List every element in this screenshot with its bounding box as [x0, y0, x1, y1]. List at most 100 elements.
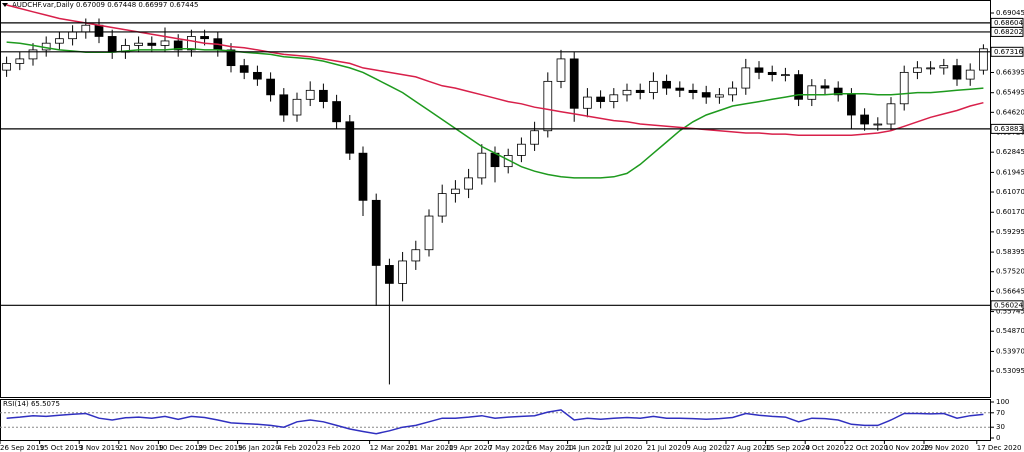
- candle-body: [147, 42, 157, 46]
- x-tick-label: 10 Dec 2019: [158, 444, 203, 452]
- rsi-line: [6, 409, 984, 435]
- candle-body: [662, 80, 671, 89]
- candle-body: [437, 193, 447, 217]
- y-tick-label: 0.66395: [996, 68, 1024, 76]
- y-tick-label: 100: [996, 398, 1009, 406]
- candle-body: [728, 87, 737, 96]
- x-tick-label: 27 Aug 2020: [726, 444, 771, 452]
- candle-body: [873, 123, 883, 126]
- y-tick-label: 0: [996, 434, 1000, 442]
- candle-body: [886, 103, 896, 125]
- x-tick-label: 12 Mar 2020: [370, 444, 414, 452]
- x-tick-label: 22 Oct 2020: [845, 444, 888, 452]
- x-tick-label: 21 Jul 2020: [647, 444, 687, 452]
- candle-body: [451, 188, 460, 195]
- candle-body: [649, 80, 658, 93]
- candle-body: [926, 67, 935, 70]
- level-label: 0.67316: [994, 48, 1023, 56]
- candle-body: [979, 48, 988, 71]
- y-tick-label: 0.53970: [996, 347, 1024, 355]
- candle-body: [332, 101, 341, 123]
- x-tick-label: 14 Jun 2020: [568, 444, 610, 452]
- candle-body: [371, 199, 381, 266]
- candle-body: [279, 94, 289, 116]
- x-tick-label: 26 May 2020: [528, 444, 574, 452]
- level-label: 0.63883: [994, 125, 1023, 133]
- candle-body: [503, 155, 513, 168]
- x-tick-label: 29 Dec 2019: [198, 444, 243, 452]
- x-tick-label: 3 Nov 2019: [79, 444, 119, 452]
- candle-body: [200, 36, 209, 40]
- x-tick-label: 23 Feb 2020: [317, 444, 361, 452]
- candle-body: [292, 98, 302, 116]
- level-label-box: [990, 26, 1024, 37]
- candle-body: [2, 62, 11, 71]
- candle-body: [741, 67, 751, 89]
- x-tick-label: 29 Nov 2020: [924, 444, 969, 452]
- x-tick-label: 15 Oct 2019: [40, 444, 83, 452]
- candle-body: [55, 38, 64, 44]
- y-tick-label: 0.69045: [996, 9, 1024, 17]
- candle-body: [965, 69, 975, 80]
- candle-body: [305, 89, 315, 100]
- y-tick-label: 0.60170: [996, 208, 1024, 216]
- title-arrow: [2, 3, 8, 7]
- y-tick-label: 70: [996, 409, 1005, 417]
- candle-body: [253, 71, 262, 80]
- y-tick-label: 30: [996, 423, 1005, 431]
- candle-body: [833, 87, 843, 96]
- candle-body: [226, 49, 236, 67]
- level-label-box: [990, 300, 1024, 311]
- y-tick-label: 0.59295: [996, 228, 1024, 236]
- candle-body: [530, 130, 539, 145]
- x-tick-label: 4 Feb 2020: [277, 444, 316, 452]
- y-tick-label: 0.58395: [996, 248, 1024, 256]
- x-tick-label: 2 Jul 2020: [607, 444, 642, 452]
- x-tick-label: 17 Dec 2020: [977, 444, 1022, 452]
- candle-body: [939, 65, 949, 69]
- rsi-title: RSI(14) 65.5075: [3, 400, 60, 408]
- y-tick-label: 0.54870: [996, 327, 1024, 335]
- x-tick-label: 7 May 2020: [488, 444, 529, 452]
- candle-body: [160, 40, 170, 46]
- y-tick-label: 0.56645: [996, 287, 1024, 295]
- candle-body: [820, 85, 830, 89]
- candle-body: [899, 71, 909, 105]
- candle-body: [913, 67, 922, 73]
- x-tick-label: 16 Jan 2020: [238, 444, 280, 452]
- candle-body: [794, 74, 803, 100]
- level-label-box: [990, 46, 1024, 57]
- candle-body: [107, 36, 117, 53]
- x-tick-label: 9 Aug 2020: [686, 444, 726, 452]
- candle-body: [94, 24, 104, 37]
- candle-body: [477, 152, 487, 179]
- candle-body: [556, 58, 566, 82]
- candle-body: [517, 143, 526, 156]
- main-frame: [0, 0, 991, 398]
- candle-body: [675, 87, 685, 91]
- level-label-box: [990, 123, 1024, 134]
- candle-body: [424, 215, 434, 251]
- y-tick-label: 0.62845: [996, 148, 1024, 156]
- candle-body: [134, 42, 143, 46]
- candle-body: [411, 249, 421, 262]
- candle-body: [688, 89, 698, 93]
- candle-body: [68, 31, 77, 40]
- candle-body: [464, 177, 473, 190]
- candle-body: [622, 89, 632, 96]
- candle-body: [569, 58, 579, 109]
- candle-body: [847, 94, 856, 116]
- y-tick-label: 0.53095: [996, 367, 1024, 375]
- candle-body: [345, 121, 355, 154]
- candle-body: [173, 40, 183, 51]
- y-tick-label: 0.64620: [996, 108, 1024, 116]
- candle-body: [15, 58, 25, 64]
- x-tick-label: 31 Mar 2020: [409, 444, 453, 452]
- rsi-frame: [0, 399, 991, 441]
- y-tick-label: 0.57520: [996, 268, 1024, 276]
- chart-title: AUDCHF.var,Daily 0.67009 0.67448 0.66997…: [12, 1, 199, 9]
- level-label: 0.68604: [994, 19, 1023, 27]
- candle-body: [781, 74, 790, 77]
- level-label: 0.68202: [994, 28, 1023, 36]
